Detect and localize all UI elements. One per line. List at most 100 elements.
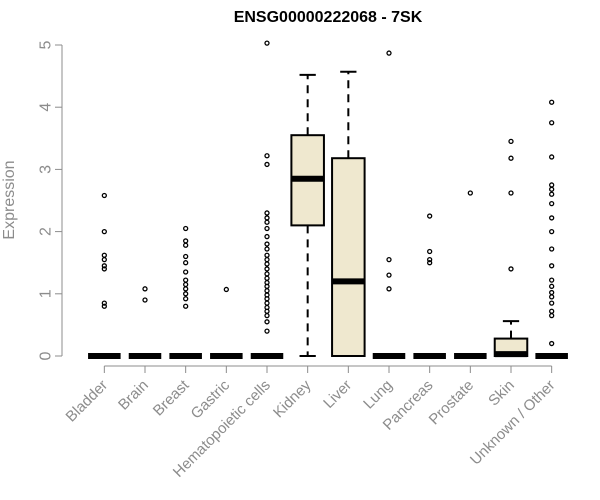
- outlier-point: [386, 256, 392, 263]
- outlier-point: [264, 261, 270, 267]
- outlier-point: [508, 190, 514, 196]
- outlier-point: [427, 256, 433, 263]
- outlier-point: [264, 161, 270, 168]
- x-tick-label: Kidney: [270, 376, 315, 421]
- x-tick-label: Skin: [485, 377, 518, 410]
- outlier-point: [264, 328, 270, 334]
- x-tick-label: Breast: [150, 376, 193, 419]
- outlier-point: [264, 215, 270, 221]
- outlier-point: [183, 291, 189, 297]
- outlier-point: [264, 225, 270, 232]
- outlier-point: [264, 292, 270, 298]
- box-body: [331, 157, 366, 357]
- outlier-point: [549, 154, 555, 160]
- box-group: [331, 70, 366, 357]
- outlier-point: [467, 190, 473, 196]
- outlier-point: [223, 286, 229, 293]
- outlier-point: [549, 228, 555, 235]
- box-group: [493, 138, 529, 358]
- box-group: [88, 192, 121, 359]
- y-axis: 0 1 2 3 4 5: [38, 40, 63, 360]
- y-tick-label: 2: [38, 227, 55, 236]
- outlier-point: [264, 279, 270, 286]
- chart-title: ENSG00000222068 - 7SK: [234, 9, 423, 26]
- outlier-point: [264, 153, 270, 159]
- outlier-point: [386, 272, 392, 278]
- outlier-point: [101, 266, 107, 272]
- outlier-point: [549, 263, 555, 269]
- outlier-point: [264, 252, 270, 258]
- outlier-point: [101, 252, 107, 258]
- outlier-point: [549, 283, 555, 289]
- outlier-point: [101, 300, 107, 306]
- y-tick-label: 1: [38, 289, 55, 298]
- outlier-point: [264, 256, 270, 263]
- outlier-point: [549, 120, 555, 126]
- outlier-point: [183, 303, 189, 309]
- outlier-point: [142, 297, 148, 303]
- box-group: [413, 213, 446, 359]
- outlier-point: [264, 246, 270, 252]
- y-tick-label: 0: [38, 351, 55, 360]
- x-tick-label: Bladder: [63, 377, 112, 426]
- y-tick-label: 4: [38, 103, 55, 112]
- outlier-point: [549, 215, 555, 221]
- outlier-point: [183, 260, 189, 266]
- outlier-point: [549, 312, 555, 319]
- outlier-point: [549, 277, 555, 283]
- outlier-point: [508, 266, 514, 272]
- x-tick-label: Liver: [320, 377, 355, 412]
- outlier-point: [549, 191, 555, 197]
- x-tick-label: Brain: [115, 377, 152, 414]
- outlier-point: [101, 192, 107, 199]
- outlier-point: [101, 303, 107, 309]
- outlier-point: [549, 340, 555, 347]
- outlier-point: [183, 277, 189, 283]
- outlier-point: [264, 304, 270, 311]
- box-group: [169, 225, 202, 359]
- box-group: [290, 73, 325, 357]
- outlier-point: [386, 50, 392, 56]
- outlier-point: [427, 248, 433, 255]
- outlier-point: [508, 138, 514, 145]
- outlier-point: [264, 271, 270, 277]
- x-tick-label: Lung: [360, 377, 396, 413]
- outlier-point: [549, 182, 555, 188]
- outlier-point: [264, 312, 270, 319]
- outlier-point: [549, 99, 555, 105]
- outlier-point: [549, 186, 555, 192]
- outlier-point: [264, 219, 270, 225]
- outlier-point: [183, 242, 189, 248]
- outlier-point: [386, 286, 392, 292]
- outlier-point: [549, 294, 555, 300]
- outlier-point: [183, 269, 189, 275]
- outlier-point: [183, 238, 189, 244]
- outlier-point: [183, 225, 189, 232]
- outlier-point: [264, 300, 270, 306]
- outlier-point: [549, 246, 555, 252]
- box-group: [128, 286, 162, 359]
- outlier-point: [101, 263, 107, 269]
- box-group: [535, 99, 568, 359]
- box-group: [250, 40, 284, 359]
- y-axis-label: Expression: [1, 160, 18, 239]
- outlier-point: [183, 281, 189, 288]
- outlier-point: [549, 289, 555, 296]
- outlier-point: [427, 213, 433, 219]
- outlier-point: [264, 288, 270, 294]
- outlier-point: [101, 228, 107, 235]
- box-group: [210, 286, 243, 359]
- y-tick-label: 3: [38, 165, 55, 174]
- outlier-point: [264, 210, 270, 216]
- boxes-layer: [88, 40, 568, 359]
- outlier-point: [183, 253, 189, 260]
- outlier-point: [264, 233, 270, 240]
- outlier-point: [549, 300, 555, 306]
- outlier-point: [264, 241, 270, 247]
- outlier-point: [264, 40, 270, 46]
- outlier-point: [549, 308, 555, 314]
- box-group: [454, 190, 487, 359]
- x-tick-label: Prostate: [426, 377, 478, 429]
- outlier-point: [183, 296, 189, 302]
